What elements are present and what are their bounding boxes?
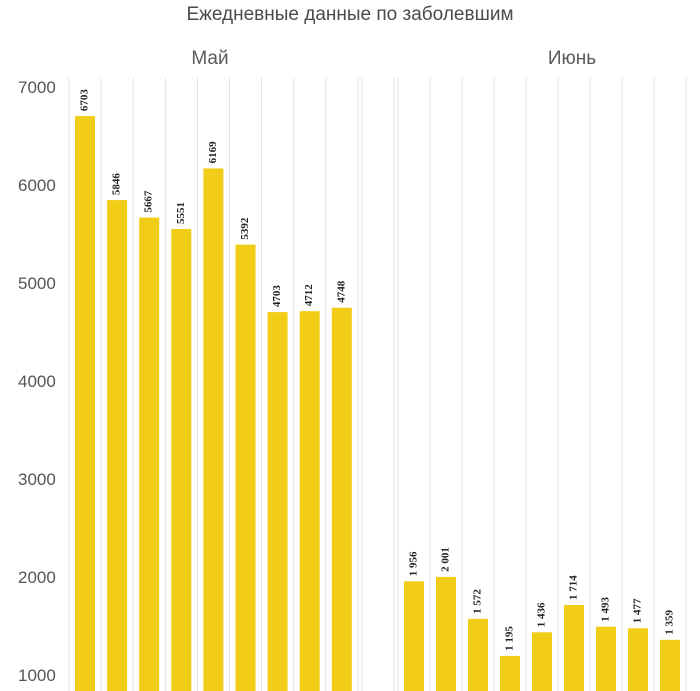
bar: [532, 632, 552, 691]
bar-value-label: 4703: [271, 285, 283, 308]
bar-value-label: 5392: [239, 217, 251, 240]
group-label: Май: [191, 48, 228, 69]
bar-value-label: 6703: [79, 89, 91, 112]
group-labels: Май Июнь: [191, 48, 596, 69]
bar-value-label: 1 956: [408, 551, 420, 576]
bar: [404, 581, 424, 691]
bar-value-label: 5667: [143, 190, 155, 213]
bar: [500, 655, 520, 691]
bar: [171, 229, 192, 691]
bar-value-label: 2 001: [440, 547, 452, 572]
bars: [75, 116, 680, 691]
bar: [203, 168, 224, 691]
chart-title: Ежедневные данные по заболевшим: [186, 4, 513, 25]
y-tick-label: 7000: [18, 78, 56, 97]
bar-value-label: 1 359: [664, 610, 676, 635]
bar: [468, 618, 488, 691]
bar: [628, 628, 648, 691]
bar: [596, 626, 616, 691]
bar-value-label: 6169: [207, 141, 219, 164]
bar-value-label: 1 493: [600, 596, 612, 621]
bar: [299, 311, 320, 691]
y-tick-label: 2000: [18, 568, 56, 587]
bar-value-label: 4712: [303, 284, 315, 307]
bar: [139, 217, 160, 691]
bar: [267, 312, 288, 691]
bar: [75, 116, 95, 691]
bar: [235, 244, 256, 691]
bar: [331, 307, 352, 691]
bar-value-label: 1 572: [472, 589, 484, 614]
bar-value-label: 1 195: [504, 626, 516, 651]
bar: [436, 576, 456, 691]
y-tick-label: 1000: [18, 666, 56, 685]
bar-value-label: 1 714: [568, 575, 580, 600]
data-labels: 6703 5846 5667 5551 6169 5392 4703 4712 4748 1 95…: [79, 89, 676, 651]
bar-value-label: 5551: [175, 202, 187, 224]
y-tick-label: 3000: [18, 470, 56, 489]
bar: [564, 605, 584, 691]
y-tick-label: 5000: [18, 274, 56, 293]
y-axis: 1000 2000 3000 4000 5000 6000 7000: [18, 78, 56, 685]
bar-value-label: 1 477: [632, 598, 644, 623]
bar-value-label: 4748: [335, 280, 347, 303]
gridlines: [68, 78, 687, 691]
y-tick-label: 6000: [18, 176, 56, 195]
bar-value-label: 1 436: [536, 602, 548, 627]
group-label: Июнь: [548, 48, 596, 69]
bar: [107, 200, 128, 691]
y-tick-label: 4000: [18, 372, 56, 391]
bar: [660, 639, 680, 691]
bar-value-label: 5846: [111, 173, 123, 196]
